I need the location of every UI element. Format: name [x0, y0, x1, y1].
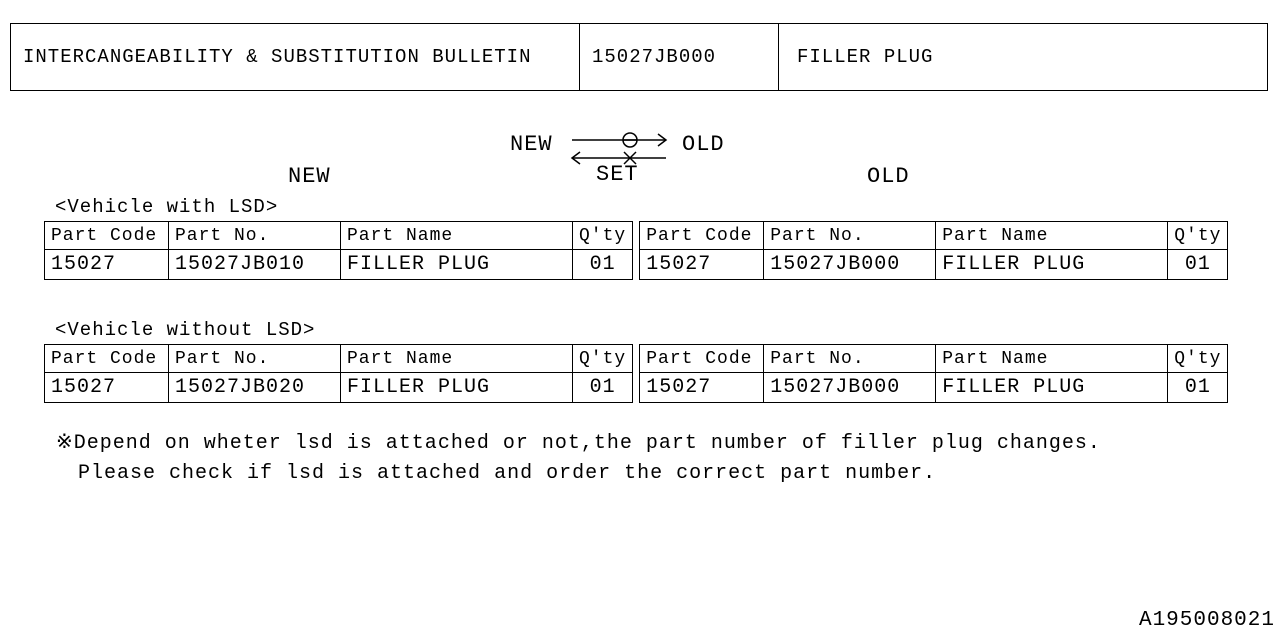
col-part-code: Part Code — [45, 222, 169, 250]
diagram-old-label: OLD — [682, 132, 725, 157]
cell-part-no: 15027JB020 — [169, 373, 341, 403]
col-part-no: Part No. — [169, 345, 341, 373]
bulletin-part-no: 15027JB000 — [580, 24, 779, 90]
bulletin-header: INTERCANGEABILITY & SUBSTITUTION BULLETI… — [10, 23, 1268, 91]
interchange-diagram: NEW OLD SET — [510, 124, 740, 180]
table-row: 15027 15027JB000 FILLER PLUG 01 — [640, 373, 1228, 403]
col-qty: Q'ty — [573, 345, 633, 373]
cell-part-name: FILLER PLUG — [936, 250, 1168, 280]
cell-part-name: FILLER PLUG — [341, 250, 573, 280]
column-group-old-label: OLD — [867, 164, 910, 189]
col-qty: Q'ty — [573, 222, 633, 250]
document-code: A195008021 — [1139, 609, 1275, 632]
cell-part-code: 15027 — [45, 250, 169, 280]
note-line-2: Please check if lsd is attached and orde… — [56, 459, 1101, 489]
cell-qty: 01 — [1168, 373, 1228, 403]
table-with-lsd: Part Code Part No. Part Name Q'ty 15027 … — [44, 221, 1240, 280]
diagram-new-label: NEW — [510, 132, 553, 157]
col-part-name: Part Name — [341, 345, 573, 373]
col-part-code: Part Code — [640, 222, 764, 250]
cell-qty: 01 — [1168, 250, 1228, 280]
col-part-name: Part Name — [936, 222, 1168, 250]
section-with-lsd-label: <Vehicle with LSD> — [55, 196, 278, 218]
bulletin-title: INTERCANGEABILITY & SUBSTITUTION BULLETI… — [11, 24, 580, 90]
bulletin-note: ※Depend on wheter lsd is attached or not… — [56, 429, 1101, 489]
cell-part-code: 15027 — [640, 373, 764, 403]
table-without-lsd-old: Part Code Part No. Part Name Q'ty 15027 … — [639, 344, 1228, 403]
cell-part-name: FILLER PLUG — [341, 373, 573, 403]
col-part-name: Part Name — [341, 222, 573, 250]
cell-part-name: FILLER PLUG — [936, 373, 1168, 403]
col-part-name: Part Name — [936, 345, 1168, 373]
col-part-no: Part No. — [764, 222, 936, 250]
col-qty: Q'ty — [1168, 222, 1228, 250]
cell-qty: 01 — [573, 250, 633, 280]
col-part-code: Part Code — [45, 345, 169, 373]
table-row: 15027 15027JB020 FILLER PLUG 01 — [45, 373, 633, 403]
cell-part-code: 15027 — [640, 250, 764, 280]
bulletin-part-name: FILLER PLUG — [779, 24, 1267, 90]
column-group-new-label: NEW — [288, 164, 331, 189]
note-line-1: ※Depend on wheter lsd is attached or not… — [56, 432, 1101, 455]
cell-part-no: 15027JB000 — [764, 373, 936, 403]
table-row: 15027 15027JB000 FILLER PLUG 01 — [640, 250, 1228, 280]
table-without-lsd-new: Part Code Part No. Part Name Q'ty 15027 … — [44, 344, 633, 403]
cell-part-code: 15027 — [45, 373, 169, 403]
table-row: 15027 15027JB010 FILLER PLUG 01 — [45, 250, 633, 280]
cell-part-no: 15027JB010 — [169, 250, 341, 280]
col-qty: Q'ty — [1168, 345, 1228, 373]
table-with-lsd-old: Part Code Part No. Part Name Q'ty 15027 … — [639, 221, 1228, 280]
col-part-no: Part No. — [764, 345, 936, 373]
table-without-lsd: Part Code Part No. Part Name Q'ty 15027 … — [44, 344, 1240, 403]
col-part-code: Part Code — [640, 345, 764, 373]
col-part-no: Part No. — [169, 222, 341, 250]
cell-qty: 01 — [573, 373, 633, 403]
cell-part-no: 15027JB000 — [764, 250, 936, 280]
table-with-lsd-new: Part Code Part No. Part Name Q'ty 15027 … — [44, 221, 633, 280]
section-without-lsd-label: <Vehicle without LSD> — [55, 319, 315, 341]
interchange-arrows-icon — [568, 128, 678, 172]
